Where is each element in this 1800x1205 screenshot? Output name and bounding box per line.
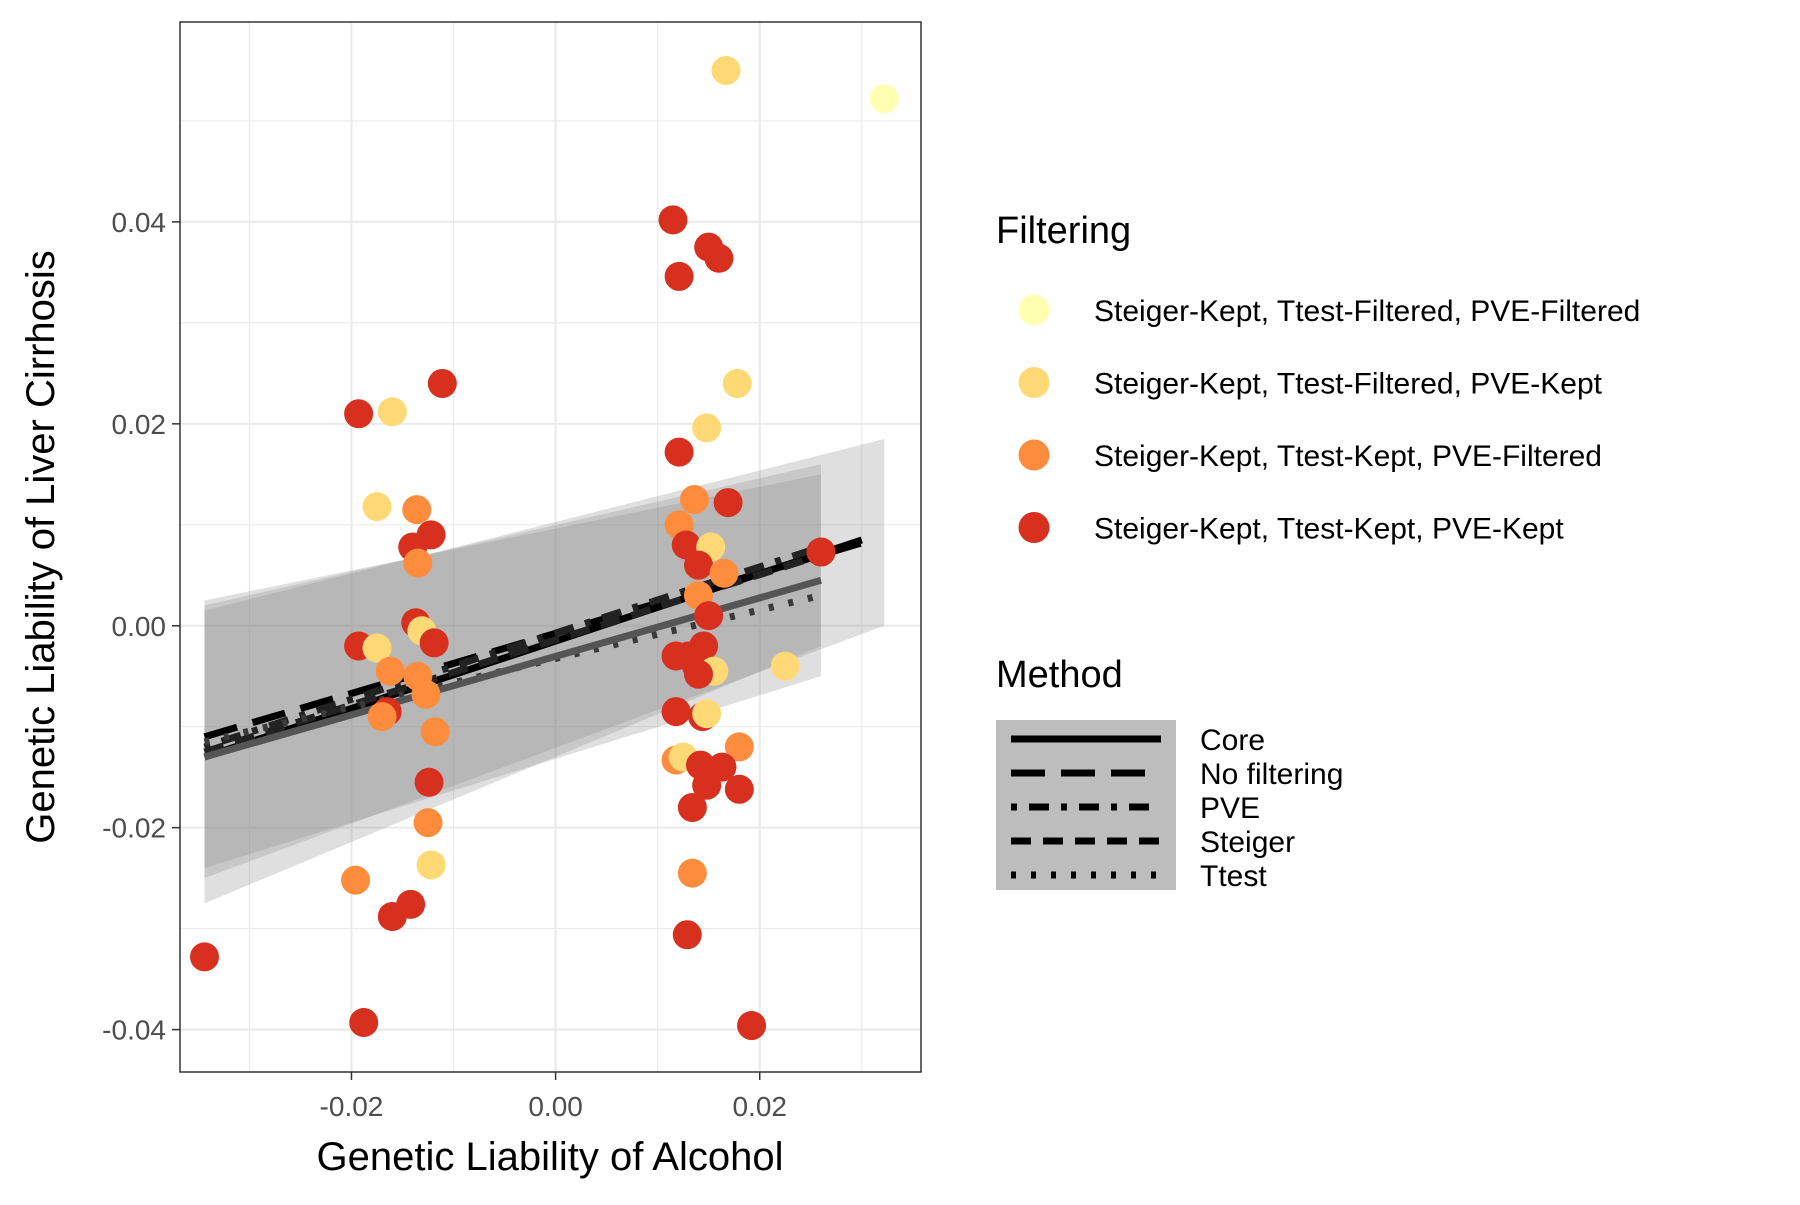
y-tick-label: 0.02 [112, 409, 167, 440]
data-points [189, 55, 899, 1041]
legend-label: Steiger-Kept, Ttest-Filtered, PVE-Kept [1094, 368, 1603, 401]
y-tick-label: -0.04 [102, 1015, 166, 1046]
data-point [341, 865, 371, 895]
data-point [377, 397, 407, 427]
legend-label: Core [1200, 724, 1265, 757]
y-axis-title: Genetic Liability of Liver Cirrhosis [19, 250, 63, 844]
data-point [420, 717, 450, 747]
data-point [672, 920, 702, 950]
data-point [806, 537, 836, 567]
axis-ticks: -0.02 0.00 0.02 -0.04 -0.02 0.00 0.02 0.04 [102, 207, 787, 1122]
legend-label: No filtering [1200, 758, 1343, 791]
legend-label: Steiger-Kept, Ttest-Kept, PVE-Kept [1094, 513, 1564, 546]
data-point [661, 697, 691, 727]
legend-swatch [1018, 294, 1050, 326]
data-point [362, 633, 392, 663]
x-axis-title: Genetic Liability of Alcohol [317, 1135, 784, 1179]
legend-label: Steiger-Kept, Ttest-Filtered, PVE-Filter… [1094, 295, 1640, 328]
data-point [344, 399, 374, 429]
legend-swatch [1018, 512, 1050, 543]
data-point [724, 732, 754, 762]
data-point [724, 774, 754, 804]
filtering-legend: Filtering Steiger-Kept, Ttest-Filtered, … [996, 210, 1640, 546]
data-point [427, 368, 457, 398]
data-point [694, 601, 724, 631]
plot-panel-border [179, 21, 922, 1073]
data-point [683, 659, 713, 689]
legend-label: PVE [1200, 792, 1260, 825]
data-point [403, 548, 433, 578]
data-point [711, 55, 741, 85]
data-point [869, 84, 899, 114]
y-tick-label: -0.02 [102, 813, 166, 844]
data-point [704, 243, 734, 273]
data-point [367, 702, 397, 732]
legend-label: Steiger [1200, 826, 1295, 859]
data-point [737, 1011, 767, 1041]
legend-label: Steiger-Kept, Ttest-Kept, PVE-Filtered [1094, 440, 1602, 473]
grid-lines [180, 22, 921, 1072]
regression-line [203, 543, 823, 751]
data-point [664, 261, 694, 291]
data-point [683, 550, 713, 580]
x-tick-label: 0.00 [528, 1091, 583, 1122]
data-point [658, 205, 688, 235]
data-point [375, 656, 405, 686]
filtering-legend-title: Filtering [996, 210, 1131, 252]
regression-line [203, 539, 863, 741]
x-tick-label: 0.02 [732, 1091, 787, 1122]
data-point [713, 488, 743, 518]
y-tick-label: 0.04 [112, 207, 167, 238]
data-point [664, 437, 694, 467]
legend-label: Ttest [1200, 860, 1267, 893]
legend-swatch [1018, 439, 1050, 471]
data-point [414, 767, 444, 797]
legend-swatch [1018, 367, 1050, 398]
data-point [413, 808, 443, 838]
data-point [677, 858, 707, 888]
data-point [411, 679, 441, 709]
data-point [692, 413, 722, 443]
data-point [709, 558, 739, 588]
data-point [362, 492, 392, 522]
data-point [770, 651, 800, 681]
confidence-band [204, 464, 821, 904]
data-point [416, 850, 446, 880]
y-tick-label: 0.00 [112, 611, 167, 642]
data-point [377, 902, 407, 932]
data-point [189, 942, 219, 972]
data-point [419, 628, 449, 658]
method-legend-title: Method [996, 654, 1123, 696]
regression-line [203, 551, 823, 756]
data-point [692, 770, 722, 800]
data-point [692, 699, 722, 729]
x-tick-label: -0.02 [320, 1091, 384, 1122]
data-point [679, 485, 709, 515]
data-point [677, 792, 707, 822]
data-point [402, 495, 432, 525]
data-point [349, 1008, 379, 1038]
data-point [722, 368, 752, 398]
